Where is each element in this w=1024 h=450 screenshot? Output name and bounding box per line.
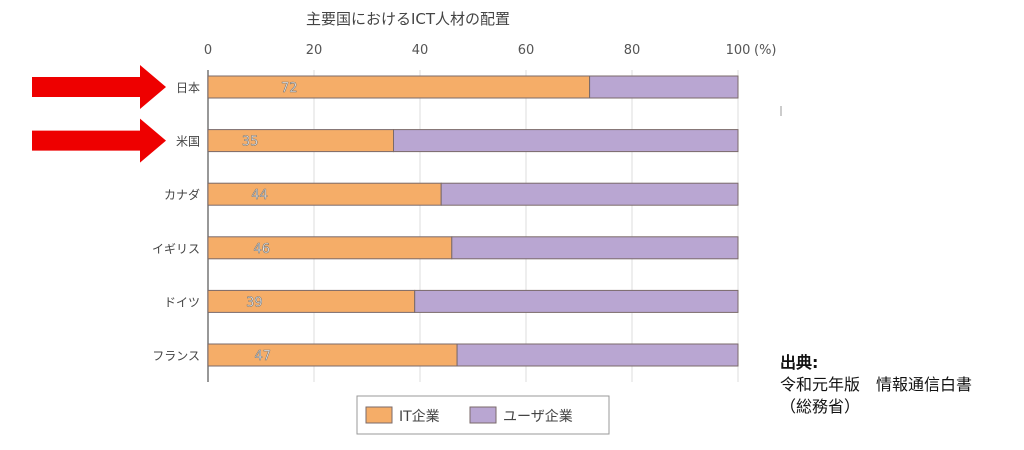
legend-swatch — [469, 406, 497, 424]
bar-segment-it — [207, 75, 591, 99]
bar-segment-it — [207, 289, 416, 313]
bar-segment-it — [207, 129, 394, 153]
source-heading: 出典: — [780, 353, 819, 372]
bar-segment-user — [589, 75, 739, 99]
chart-title: 主要国におけるICT人材の配置 — [306, 10, 510, 28]
x-tick-label: 0 — [204, 43, 212, 58]
x-tick-label: 100 — [726, 43, 751, 58]
bar-segment-user — [451, 236, 739, 260]
category-label: カナダ — [164, 187, 200, 202]
bar-segment-it — [207, 343, 458, 367]
x-tick-label: 20 — [306, 43, 323, 58]
data-label: 47 — [255, 349, 272, 364]
data-label: 44 — [251, 188, 268, 203]
x-tick-label: 60 — [518, 43, 535, 58]
bar-segment-user — [440, 182, 739, 206]
data-label: 35 — [242, 135, 259, 150]
bar-segment-it — [207, 182, 442, 206]
category-label: 米国 — [176, 135, 200, 149]
source-note: 出典: 令和元年版 情報通信白書 （総務省） — [780, 352, 972, 418]
bar-segment-user — [393, 129, 739, 153]
legend-label: IT企業 — [399, 408, 440, 425]
bar-segment-it — [207, 236, 453, 260]
category-label: ドイツ — [164, 295, 200, 309]
highlight-arrow-icon — [32, 65, 166, 109]
bar-segment-user — [414, 289, 739, 313]
data-label: 46 — [253, 242, 270, 257]
data-label: 39 — [246, 295, 263, 310]
data-label: 72 — [281, 81, 298, 96]
category-label: フランス — [152, 349, 200, 363]
category-label: 日本 — [176, 81, 200, 95]
x-tick-label: 40 — [412, 43, 429, 58]
legend-swatch — [365, 406, 393, 424]
legend-label: ユーザ企業 — [503, 408, 573, 425]
source-line-1: 令和元年版 情報通信白書 — [780, 375, 973, 394]
unit-label: (%) — [754, 43, 777, 58]
x-tick-label: 80 — [624, 43, 641, 58]
category-label: イギリス — [152, 242, 200, 256]
bar-segment-user — [456, 343, 739, 367]
highlight-arrow-icon — [32, 118, 166, 163]
source-line-2: （総務省） — [780, 397, 861, 416]
